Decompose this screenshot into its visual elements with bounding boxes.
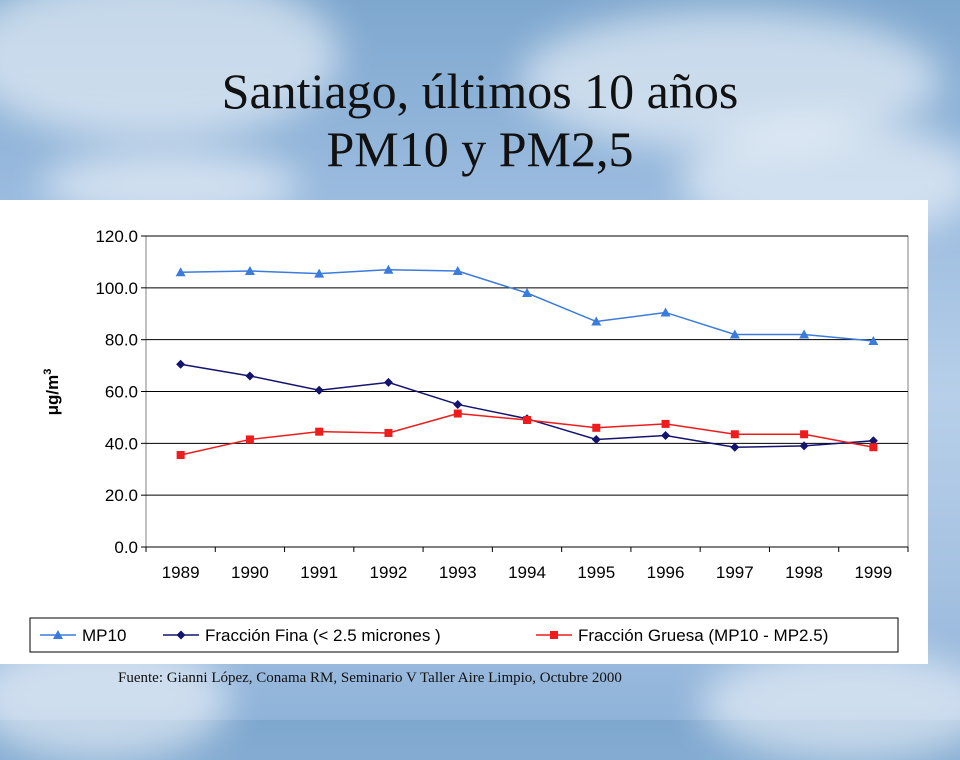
data-point [730,430,739,439]
data-point [245,371,255,381]
x-tick-label: 1993 [439,563,477,582]
data-point [799,329,810,339]
cloud-decoration [700,650,960,760]
source-citation: Fuente: Gianni López, Conama RM, Seminar… [118,670,622,686]
data-point [730,442,740,452]
legend-item: Fracción Fina (< 2.5 micrones ) [163,626,441,645]
y-tick-label: 0.0 [114,538,138,557]
x-tick-label: 1995 [577,563,615,582]
data-point [315,427,324,436]
data-point [452,265,463,275]
y-tick-label: 100.0 [95,279,138,298]
data-point [799,441,809,451]
data-point [245,435,254,444]
legend-label: MP10 [82,626,126,645]
series-2 [176,409,878,459]
x-tick-label: 1996 [647,563,685,582]
data-point [522,288,532,298]
x-tick-label: 1992 [370,563,408,582]
data-point [175,267,186,277]
y-tick-label: 80.0 [105,331,138,350]
line-chart: 0.0 20.0 40.0 60.0 80.0 100.0 120.0 1989 1990 19… [29,227,909,653]
chart-panel: 0.0 20.0 40.0 60.0 80.0 100.0 120.0 1989 1990 19… [0,200,928,664]
data-point [314,268,325,278]
data-point [383,377,393,387]
data-point [591,434,601,444]
legend-item: MP10 [40,626,126,645]
y-axis-label: μg/m3 [42,369,62,416]
data-point [660,307,671,317]
data-point [176,450,185,459]
x-tick-label: 1989 [162,563,200,582]
legend-marker [550,631,558,639]
data-point [661,419,670,428]
data-point [383,264,394,274]
y-tick-label: 20.0 [105,486,138,505]
data-point [453,399,463,409]
legend-item: Fracción Gruesa (MP10 - MP2.5) [536,626,828,645]
slide-title-line1: Santiago, últimos 10 años [221,63,739,119]
data-point [384,428,393,437]
data-point [591,316,602,326]
data-point [800,430,809,439]
data-point [868,335,879,345]
data-point [523,416,531,425]
x-tick-label: 1994 [508,563,546,582]
data-point [729,329,740,339]
legend-marker [176,630,186,640]
data-point [453,409,462,418]
x-tick-label: 1999 [854,563,892,582]
y-tick-label: 120.0 [95,227,138,246]
data-point [314,385,324,395]
data-point [592,423,601,432]
slide-title: Santiago, últimos 10 años PM10 y PM2,5 [0,62,960,178]
legend-marker [53,630,63,639]
data-point [244,265,255,275]
series-0 [175,264,879,345]
x-tick-label: 1991 [300,563,338,582]
data-point [661,431,671,441]
y-tick-label: 40.0 [105,434,138,453]
legend-label: Fracción Gruesa (MP10 - MP2.5) [578,626,828,645]
x-tick-label: 1998 [785,563,823,582]
x-tick-label: 1990 [231,563,269,582]
x-tick-label: 1997 [716,563,754,582]
legend-label: Fracción Fina (< 2.5 micrones ) [205,626,441,645]
data-point [869,443,878,452]
y-tick-label: 60.0 [105,383,138,402]
data-point [868,436,878,446]
data-point [176,359,186,369]
slide-title-line2: PM10 y PM2,5 [326,121,634,177]
